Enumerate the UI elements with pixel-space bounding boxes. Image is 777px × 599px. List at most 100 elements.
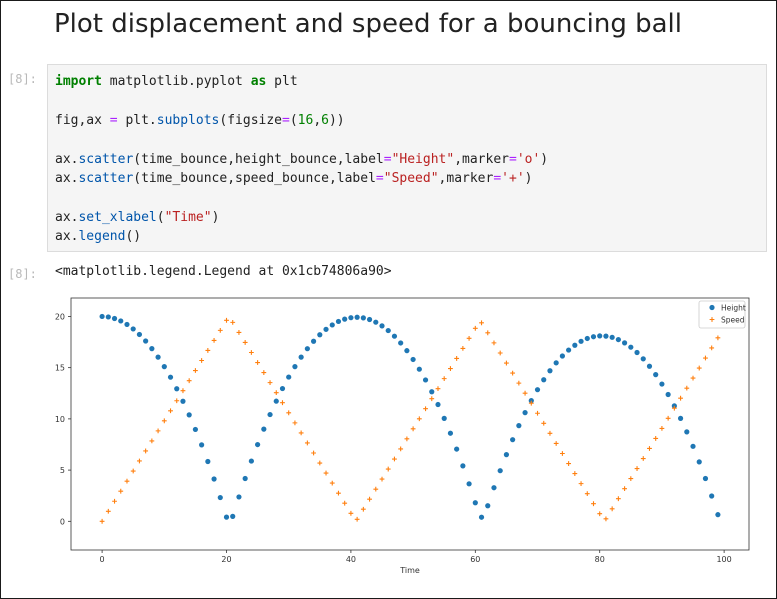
speed-point [99, 518, 105, 524]
height-point [510, 437, 516, 443]
height-point [149, 346, 155, 352]
code-token: plt. [117, 112, 157, 128]
code-token: ax. [55, 171, 79, 187]
height-point [422, 377, 429, 383]
input-prompt: [8]: [8, 72, 37, 86]
height-point [609, 334, 615, 340]
code-token: ax. [55, 209, 79, 225]
height-point [559, 353, 565, 359]
speed-point [429, 396, 435, 402]
code-token: import [55, 74, 102, 89]
code-cell[interactable]: import matplotlib.pyplot as plt fig,ax =… [47, 64, 767, 252]
height-point [566, 347, 572, 353]
height-point [310, 338, 317, 344]
speed-point [385, 466, 391, 472]
speed-point [348, 510, 354, 516]
code-token: = [508, 151, 517, 167]
speed-point [653, 436, 659, 441]
height-point [304, 346, 310, 352]
speed-point [454, 356, 460, 361]
height-point [267, 411, 273, 418]
height-point [248, 458, 254, 464]
height-point [174, 386, 180, 392]
speed-point [298, 430, 304, 436]
speed-point [547, 430, 553, 436]
code-token: scatter [78, 151, 134, 167]
height-point [236, 494, 242, 500]
height-point [522, 410, 528, 416]
height-point [161, 364, 167, 370]
code-token: fig,ax [55, 112, 110, 128]
speed-point [491, 340, 497, 346]
height-point [634, 349, 640, 356]
height-point [360, 315, 366, 321]
code-line: ax.scatter(time_bounce,speed_bounce,labe… [55, 171, 532, 186]
code-token: (figsize [219, 112, 283, 128]
height-point [653, 372, 659, 378]
speed-point [230, 319, 236, 325]
y-tick-label: 10 [55, 415, 65, 424]
code-token: "Speed" [383, 171, 439, 187]
height-point [677, 415, 684, 421]
height-point [491, 485, 497, 491]
height-point [640, 356, 646, 362]
speed-point [559, 451, 565, 456]
speed-point [597, 511, 603, 517]
legend-speed-label: Speed [721, 316, 745, 325]
height-point [273, 398, 279, 404]
speed-point [398, 446, 404, 452]
speed-point [665, 415, 671, 421]
height-point [572, 342, 578, 348]
speed-point [168, 408, 173, 414]
x-tick-label: 40 [346, 555, 356, 564]
speed-point [186, 378, 192, 384]
height-point [167, 374, 174, 380]
code-token: = [109, 112, 118, 128]
speed-point [696, 365, 702, 371]
speed-point [609, 506, 615, 512]
y-tick-label: 5 [60, 466, 65, 475]
speed-point [466, 335, 472, 341]
height-point [186, 412, 192, 418]
height-point [447, 430, 454, 436]
height-point [702, 475, 709, 482]
height-point [497, 468, 503, 474]
speed-point [329, 480, 335, 486]
height-point [460, 463, 466, 469]
code-line: ax.legend() [55, 229, 141, 244]
height-point [155, 354, 161, 360]
height-point [348, 315, 354, 321]
height-point [696, 459, 702, 465]
height-point [516, 423, 522, 429]
code-token: "Height" [391, 151, 455, 167]
height-point [223, 514, 230, 520]
x-axis-label: Time [399, 566, 420, 575]
code-token: ) [524, 171, 533, 187]
speed-point [224, 317, 229, 323]
code-token: ( [289, 112, 298, 128]
speed-point [566, 461, 572, 466]
height-point [478, 514, 485, 520]
speed-point [678, 395, 683, 401]
speed-point [572, 471, 578, 476]
plot-axes-frame [70, 297, 750, 551]
scatter-plot: 0 20 40 60 80 100 0 5 10 15 20 Time Height Speed [55, 297, 750, 575]
height-point [279, 385, 286, 392]
output-prompt: [8]: [8, 267, 37, 281]
speed-point [671, 405, 677, 411]
speed-point [591, 501, 596, 507]
speed-point [703, 355, 708, 361]
speed-point [286, 410, 292, 416]
height-point [541, 377, 547, 383]
speed-point [448, 366, 453, 371]
speed-point [323, 470, 329, 476]
height-point [597, 333, 603, 339]
height-point [192, 426, 199, 433]
height-point [553, 360, 559, 366]
markdown-heading: Plot displacement and speed for a bounci… [54, 9, 682, 39]
speed-point [236, 330, 242, 335]
height-point [230, 513, 236, 519]
speed-point [149, 438, 155, 444]
code-token: = [493, 171, 502, 187]
code-editor[interactable]: import matplotlib.pyplot as plt fig,ax =… [55, 72, 548, 247]
